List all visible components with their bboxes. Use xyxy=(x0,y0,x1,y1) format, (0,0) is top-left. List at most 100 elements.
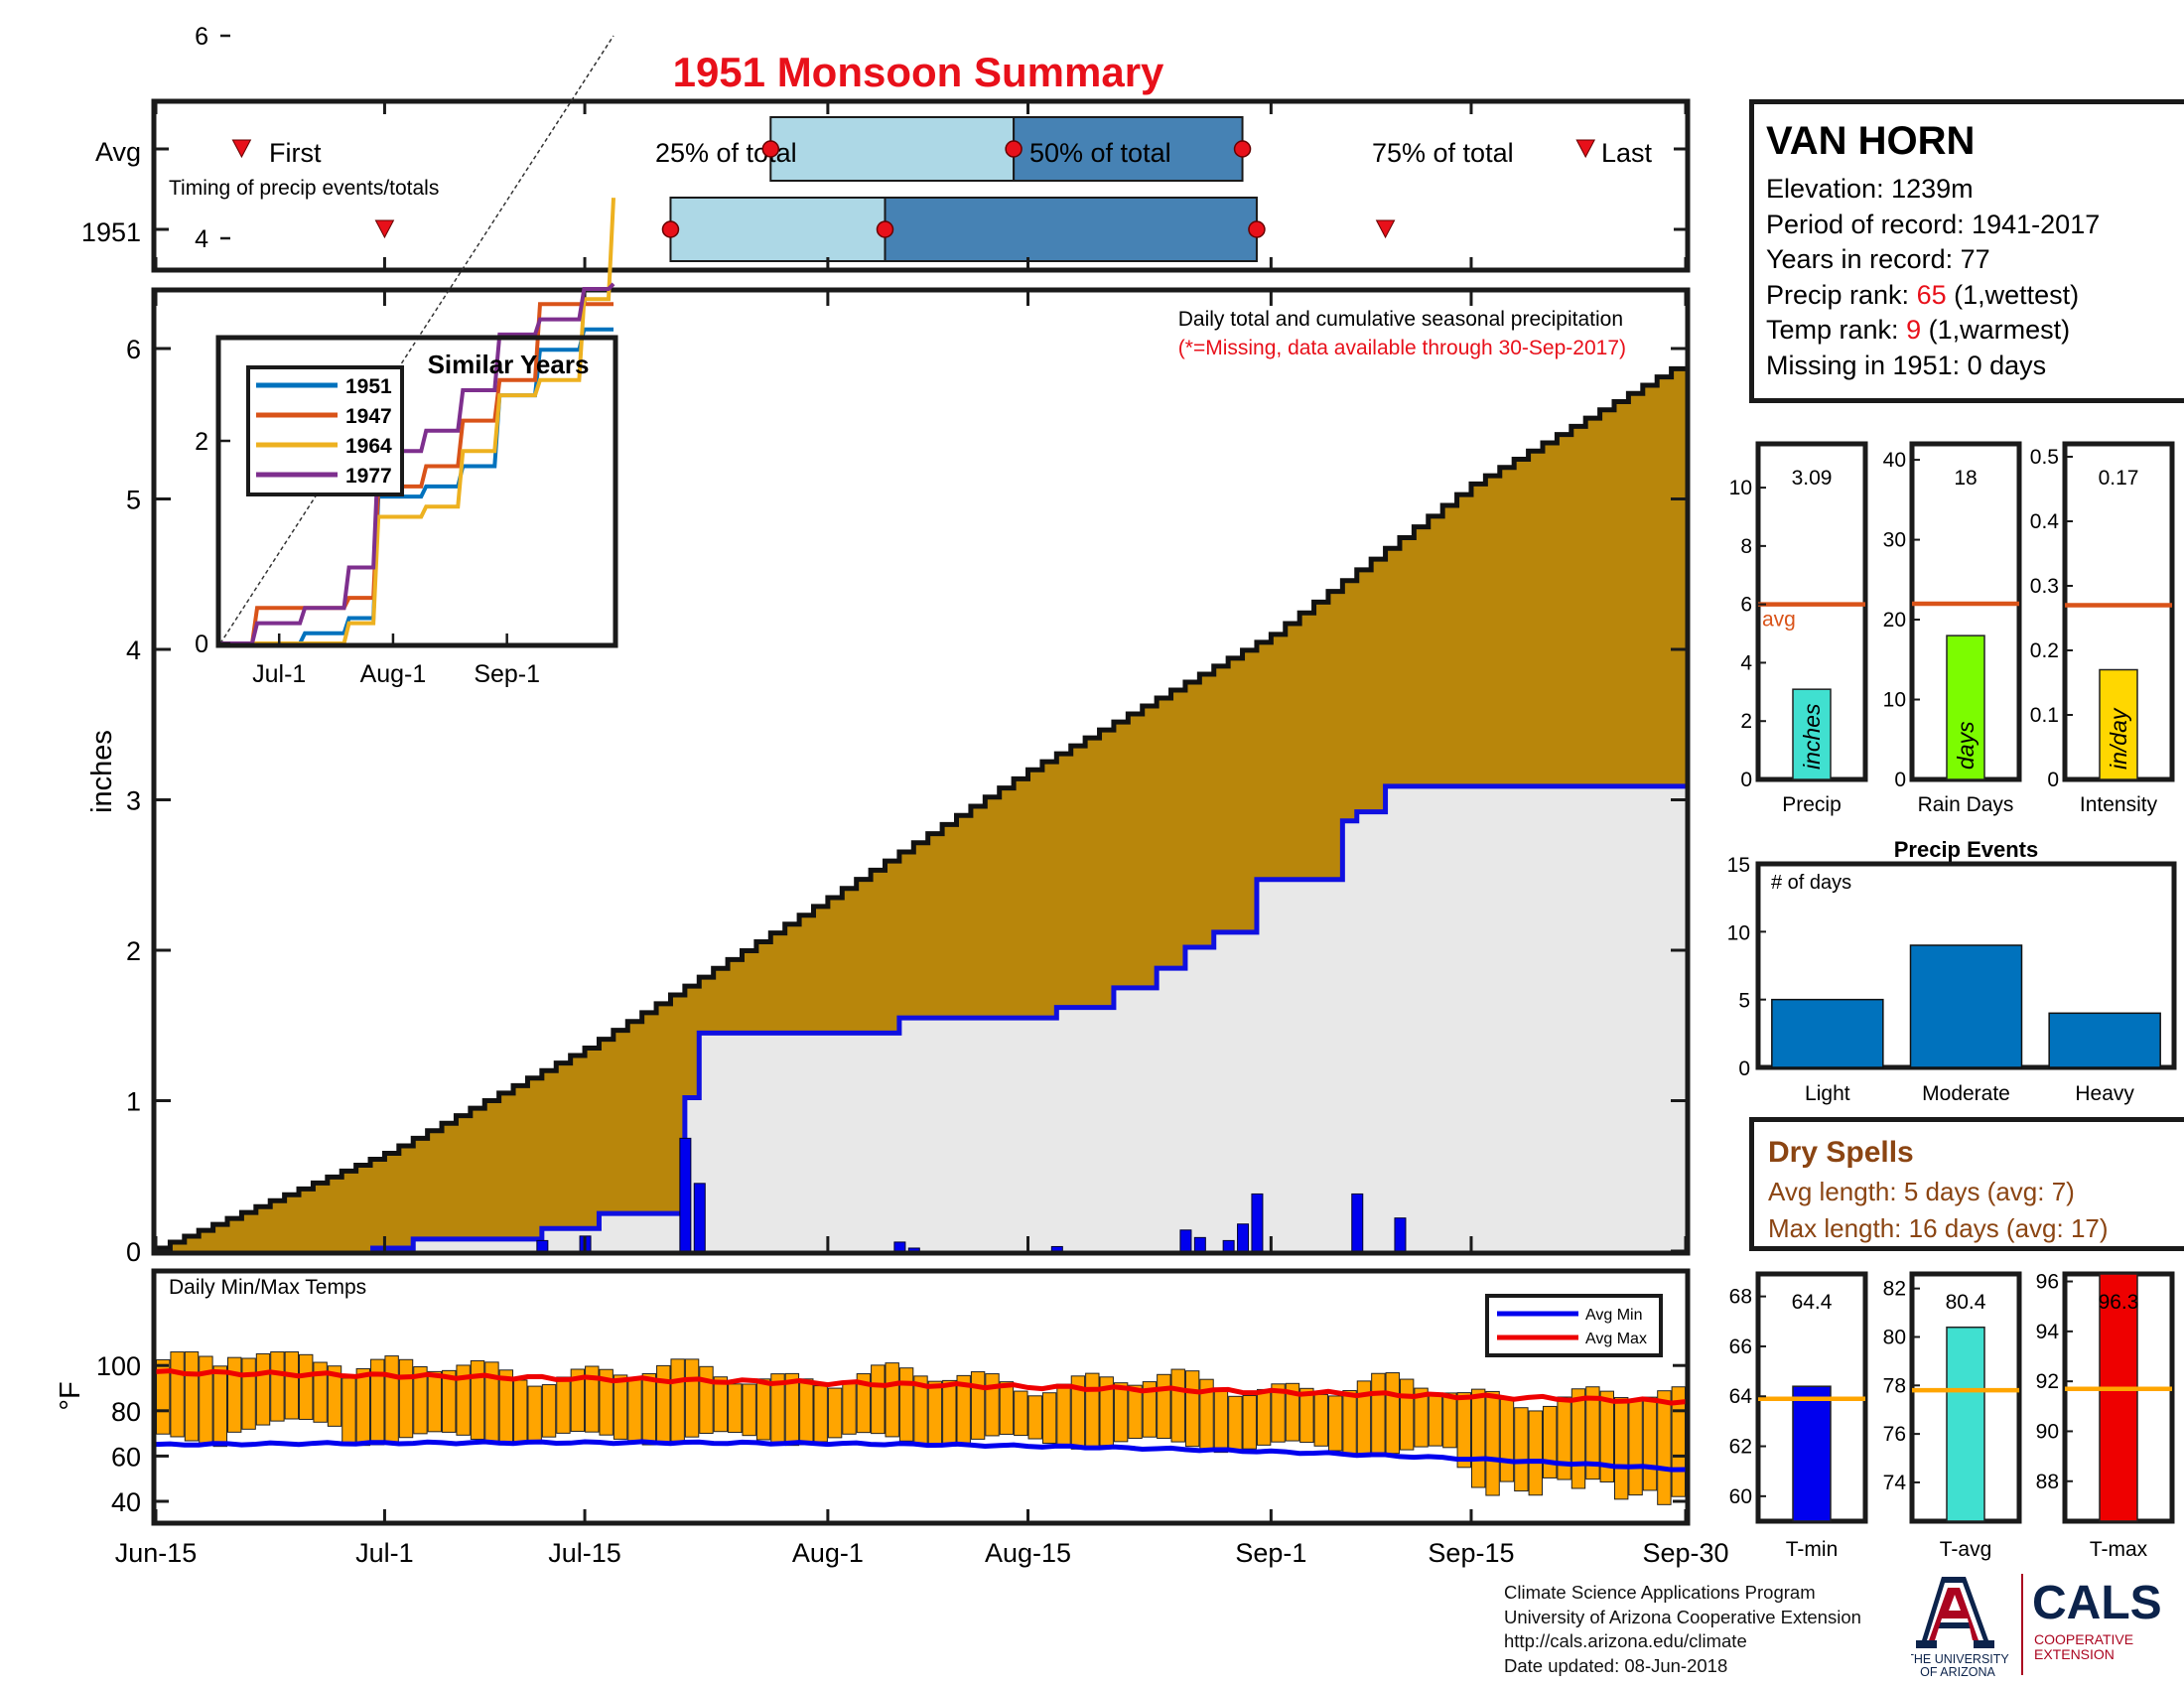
temps-y-tick-label: 40 xyxy=(111,1487,141,1517)
temp-bar-value-2 xyxy=(2099,1273,2138,1522)
daily-precip-bar xyxy=(893,1241,906,1252)
daily-temp-bar xyxy=(1285,1382,1300,1442)
daily-temp-bar xyxy=(784,1372,800,1447)
side-bar-avg-label: avg xyxy=(1762,609,1796,632)
cals-line1: COOPERATIVE xyxy=(2034,1631,2133,1647)
timing-row-avg-label: Avg xyxy=(95,137,141,167)
daily-temp-bar xyxy=(1499,1398,1515,1482)
temp-bar-tick-label: 92 xyxy=(2036,1370,2059,1393)
timing-p25-marker xyxy=(661,220,680,238)
side-bar-value-label: 18 xyxy=(1954,467,1977,490)
timing-caption: Timing of precip events/totals xyxy=(169,177,439,200)
temp-bar-tick-label: 90 xyxy=(2036,1420,2059,1443)
side-bar-tick-label: 0 xyxy=(1740,769,1752,791)
daily-temp-bar xyxy=(856,1373,872,1434)
footer-credits: Climate Science Applications Program Uni… xyxy=(1504,1581,1861,1678)
x-tick-label: Jul-15 xyxy=(548,1538,621,1568)
daily-temp-bar xyxy=(456,1364,471,1436)
daily-temp-bar xyxy=(713,1376,729,1433)
footer-university: University of Arizona Cooperative Extens… xyxy=(1504,1606,1861,1627)
daily-temp-bar xyxy=(1170,1368,1185,1443)
precip-y-axis-label: inches xyxy=(86,730,118,813)
x-tick-label: Sep-15 xyxy=(1428,1538,1514,1568)
daily-temp-bar xyxy=(1228,1395,1243,1453)
temp-bar-tick-label: 94 xyxy=(2036,1321,2060,1343)
daily-temp-bar xyxy=(1271,1383,1286,1443)
ua-name-line1: THE UNIVERSITY xyxy=(1911,1652,2009,1666)
daily-precip-bar xyxy=(1394,1217,1407,1252)
inset-legend-label: 1947 xyxy=(345,405,392,428)
daily-temp-bar xyxy=(227,1356,242,1433)
daily-temp-bar xyxy=(1113,1382,1129,1443)
temp-bar-tick-label: 74 xyxy=(1883,1472,1907,1494)
daily-temp-bar xyxy=(212,1365,228,1448)
daily-temp-bar xyxy=(1599,1390,1614,1482)
x-tick-label: Jul-1 xyxy=(355,1538,414,1568)
timing-p75-label: 75% of total xyxy=(1372,138,1514,168)
daily-precip-bar xyxy=(1251,1193,1264,1252)
temperature-stat-bars: 60 62 64 66 68 64.4 T-min 74 76 78 80 82 80.4 T-avg 88… xyxy=(1729,1271,2175,1561)
side-bar-value-1 xyxy=(1946,634,1985,780)
inset-legend-label: 1964 xyxy=(345,435,392,458)
precip-rank: Precip rank: 65 (1,wettest) xyxy=(1766,278,2184,314)
daily-temp-bar xyxy=(1557,1396,1571,1480)
side-bar-tick-label: 0.4 xyxy=(2030,510,2060,533)
daily-precip-bar xyxy=(1050,1245,1063,1252)
side-bar-unit-label: in/day xyxy=(2106,707,2131,770)
precip-y-tick-label: 0 xyxy=(126,1237,141,1267)
temp-bar-tick-label: 64 xyxy=(1729,1385,1753,1408)
temp-bar-name: T-max xyxy=(2090,1538,2148,1561)
daily-temp-bar xyxy=(927,1380,943,1448)
inset-series-1947 xyxy=(220,302,614,645)
daily-temp-bar xyxy=(985,1373,1000,1437)
daily-temp-bar xyxy=(641,1372,657,1446)
inset-title: Similar Years xyxy=(428,350,590,379)
inset-series-1977 xyxy=(220,282,615,645)
daily-temp-bar xyxy=(1657,1390,1672,1505)
daily-precip-bar xyxy=(1351,1193,1364,1252)
daily-temp-bar xyxy=(1456,1392,1471,1469)
timing-first-marker xyxy=(231,139,252,159)
avg-max-line xyxy=(155,1368,1687,1406)
daily-temp-bar xyxy=(999,1381,1015,1435)
inset-y-tick-label: 2 xyxy=(195,428,208,456)
precip-rank-value: 65 xyxy=(1916,279,1947,310)
x-tick-label: Aug-1 xyxy=(792,1538,864,1568)
events-category-label: Light xyxy=(1805,1082,1850,1105)
daily-temp-bar xyxy=(398,1358,414,1439)
x-tick-label: Jun-15 xyxy=(115,1538,198,1568)
daily-temp-bar xyxy=(827,1387,843,1439)
events-bar-light xyxy=(1771,998,1884,1068)
timing-row-year-label: 1951 xyxy=(81,217,141,247)
cals-wordmark: CALS xyxy=(2032,1577,2162,1629)
daily-temp-bar xyxy=(684,1358,700,1438)
precip-events-chart: Precip Events # of days 0 5 10 15 Light Moderat… xyxy=(1727,837,2177,1105)
daily-temp-bar xyxy=(670,1358,685,1442)
temp-rank: Temp rank: 9 (1,warmest) xyxy=(1766,313,2184,349)
precip-y-tick-label: 2 xyxy=(126,936,141,966)
side-bar-tick-label: 20 xyxy=(1883,609,1906,632)
daily-precip-bar xyxy=(1222,1239,1235,1252)
events-bar-moderate xyxy=(1909,944,2023,1068)
dry-spells-max-length: Max length: 16 days (avg: 17) xyxy=(1768,1213,2109,1243)
temp-bar-tick-label: 96 xyxy=(2036,1271,2059,1294)
temp-rank-suffix: (1,warmest) xyxy=(1921,315,2071,345)
temp-rank-value: 9 xyxy=(1906,315,1922,345)
timing-last-marker xyxy=(1575,139,1596,159)
years-in-record: Years in record: 77 xyxy=(1766,244,1990,274)
side-bar-tick-label: 0.3 xyxy=(2030,575,2059,598)
daily-temp-bar xyxy=(327,1365,342,1427)
daily-temp-bar xyxy=(842,1382,857,1435)
events-tick-label: 0 xyxy=(1738,1057,1750,1080)
temp-rank-prefix: Temp rank: xyxy=(1766,315,1907,345)
temp-bar-name: T-avg xyxy=(1940,1538,1992,1561)
inset-x-tick-label: Sep-1 xyxy=(474,660,540,688)
timing-first-label: First xyxy=(269,138,322,168)
x-tick-label: Sep-30 xyxy=(1642,1538,1728,1568)
precip-note-1: Daily total and cumulative seasonal prec… xyxy=(1178,308,1623,331)
figure-title: 1951 Monsoon Summary xyxy=(673,49,1164,95)
temps-legend-min-label: Avg Min xyxy=(1585,1307,1643,1324)
footer-date-updated: Date updated: 08-Jun-2018 xyxy=(1504,1654,1728,1676)
daily-temp-bar xyxy=(270,1351,285,1422)
daily-temp-bar xyxy=(585,1365,600,1433)
